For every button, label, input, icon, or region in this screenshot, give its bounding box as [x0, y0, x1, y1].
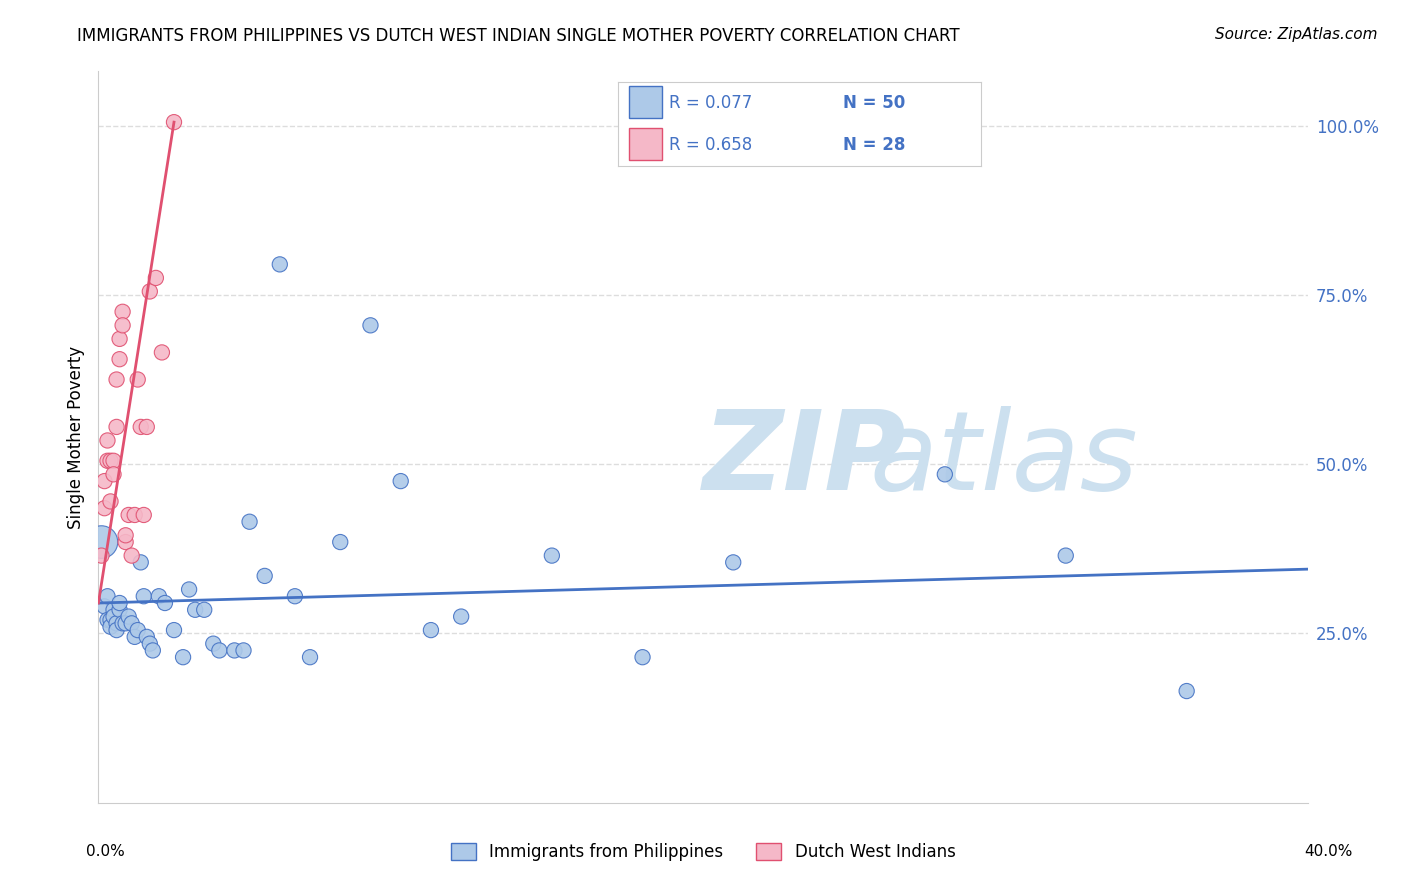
Point [111, 305, 134, 319]
Point [148, 589, 170, 603]
Point [127, 623, 149, 637]
Point [1175, 684, 1198, 698]
Point [90, 549, 112, 563]
Point [934, 467, 956, 482]
Point [202, 637, 225, 651]
Point [135, 630, 157, 644]
Point [100, 613, 122, 627]
Point [121, 549, 143, 563]
Legend: Immigrants from Philippines, Dutch West Indians: Immigrants from Philippines, Dutch West … [444, 836, 962, 868]
Point [108, 332, 131, 346]
Point [420, 623, 443, 637]
Point [129, 420, 152, 434]
Text: 40.0%: 40.0% [1305, 845, 1353, 859]
Text: ZIP: ZIP [703, 406, 907, 513]
Y-axis label: Single Mother Poverty: Single Mother Poverty [66, 345, 84, 529]
Point [108, 603, 131, 617]
Point [129, 555, 152, 569]
Point [139, 637, 162, 651]
Point [208, 643, 231, 657]
Text: Source: ZipAtlas.com: Source: ZipAtlas.com [1215, 27, 1378, 42]
Point [114, 616, 136, 631]
Point [108, 352, 131, 367]
Point [96, 434, 118, 448]
Point [108, 596, 131, 610]
Point [100, 454, 122, 468]
Point [389, 474, 412, 488]
Point [124, 508, 146, 522]
Point [114, 528, 136, 542]
Point [132, 508, 155, 522]
Text: 0.0%: 0.0% [86, 845, 125, 859]
Point [93, 474, 115, 488]
Point [114, 535, 136, 549]
Point [93, 599, 115, 614]
Point [96, 454, 118, 468]
Point [103, 603, 125, 617]
Point [118, 609, 141, 624]
Point [121, 616, 143, 631]
Point [111, 318, 134, 333]
Point [224, 643, 246, 657]
Point [139, 285, 162, 299]
Point [103, 454, 125, 468]
Point [105, 420, 128, 434]
Point [118, 508, 141, 522]
Point [105, 372, 128, 386]
Point [105, 616, 128, 631]
Point [360, 318, 382, 333]
Point [540, 549, 562, 563]
Point [105, 623, 128, 637]
Point [239, 515, 262, 529]
Point [179, 582, 201, 597]
Point [124, 630, 146, 644]
Point [111, 616, 134, 631]
Point [631, 650, 654, 665]
Point [723, 555, 745, 569]
Point [103, 467, 125, 482]
Point [269, 257, 291, 271]
Text: atlas: atlas [870, 406, 1139, 513]
Point [135, 420, 157, 434]
Point [153, 596, 176, 610]
Point [142, 643, 165, 657]
Point [184, 603, 207, 617]
Point [127, 372, 149, 386]
Point [163, 623, 186, 637]
Point [150, 345, 173, 359]
Point [172, 650, 194, 665]
Point [163, 115, 186, 129]
Point [145, 271, 167, 285]
Point [90, 535, 112, 549]
Text: IMMIGRANTS FROM PHILIPPINES VS DUTCH WEST INDIAN SINGLE MOTHER POVERTY CORRELATI: IMMIGRANTS FROM PHILIPPINES VS DUTCH WES… [77, 27, 960, 45]
Point [103, 609, 125, 624]
Point [132, 589, 155, 603]
Point [232, 643, 254, 657]
Point [100, 494, 122, 508]
Point [93, 501, 115, 516]
Point [100, 620, 122, 634]
Point [299, 650, 322, 665]
Point [1054, 549, 1077, 563]
Point [450, 609, 472, 624]
Point [253, 569, 276, 583]
Point [329, 535, 352, 549]
Point [96, 589, 118, 603]
Point [193, 603, 215, 617]
Point [96, 613, 118, 627]
Point [284, 589, 307, 603]
